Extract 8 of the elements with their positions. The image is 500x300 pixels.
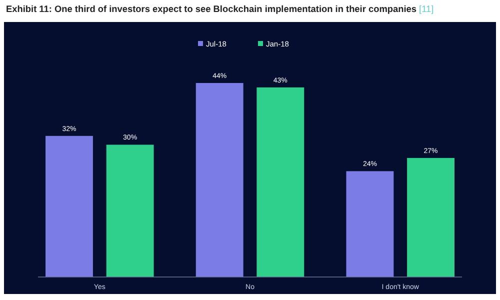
bar (196, 83, 244, 277)
chart-title: Exhibit 11: One third of investors expect to see Blockchain implementation in their companies (6, 4, 416, 14)
bar (106, 144, 154, 277)
bar (256, 87, 304, 277)
bar (46, 136, 93, 277)
bar (407, 158, 454, 277)
text: [11] (416, 4, 434, 14)
bar (346, 171, 394, 277)
